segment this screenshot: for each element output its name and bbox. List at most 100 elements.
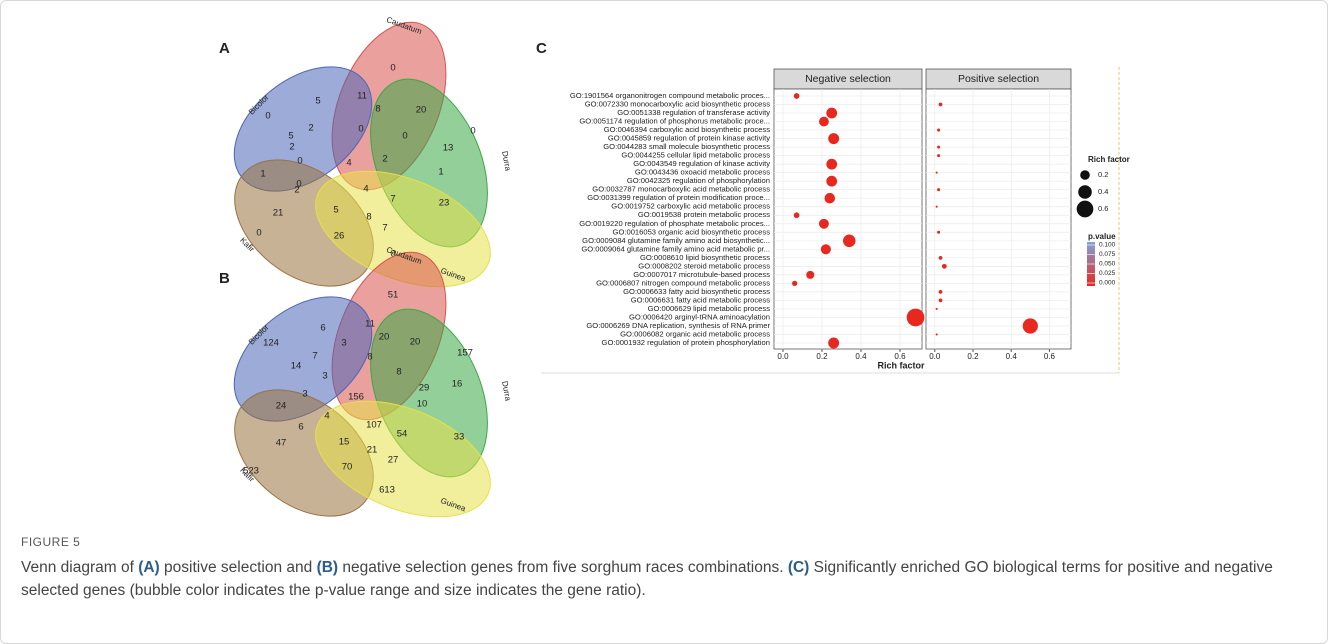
region-count: 70	[342, 462, 353, 473]
region-count: 20	[379, 332, 390, 343]
x-axis-label: Rich factor	[877, 360, 925, 370]
y-tick-label: GO:0009084 glutamine family amino acid b…	[582, 236, 770, 245]
set-label: Durra	[500, 380, 512, 402]
bubble	[935, 171, 938, 174]
region-count: 21	[367, 445, 378, 456]
caption-ref: (B)	[316, 559, 339, 576]
y-tick-label: GO:0051338 regulation of transferase act…	[617, 108, 770, 117]
region-count: 157	[457, 348, 473, 359]
region-count: 8	[396, 367, 401, 378]
region-count: 4	[324, 411, 329, 422]
region-count: 24	[276, 401, 287, 412]
x-tick-label: 0.0	[777, 352, 789, 361]
strip-label: Positive selection	[958, 73, 1039, 85]
legend-label: 0.100	[1099, 242, 1116, 249]
set-label: Durra	[500, 150, 512, 172]
region-count: 10	[417, 399, 428, 410]
legend-label: 0.025	[1099, 270, 1116, 277]
region-count: 5	[315, 96, 320, 107]
legend-bubble	[1078, 185, 1092, 199]
region-count: 5	[288, 131, 293, 142]
region-count: 0	[390, 63, 395, 74]
venn-set	[315, 400, 491, 518]
legend-label: 0.2	[1098, 170, 1108, 179]
caption: FIGURE 5 Venn diagram of (A) positive sel…	[21, 531, 1301, 602]
region-count: 3	[302, 389, 307, 400]
region-count: 523	[243, 466, 259, 477]
y-tick-label: GO:0016053 organic acid biosynthetic pro…	[613, 227, 771, 236]
region-count: 0	[256, 228, 261, 239]
region-count: 47	[276, 438, 287, 449]
region-count: 2	[294, 185, 299, 196]
y-tick-label: GO:0001932 regulation of protein phospho…	[602, 338, 770, 347]
region-count: 3	[341, 338, 346, 349]
region-count: 0	[265, 111, 270, 122]
y-tick-label: GO:0006631 fatty acid metabolic process	[631, 295, 770, 304]
y-tick-label: GO:0032787 monocarboxylic acid metabolic…	[592, 185, 770, 194]
bubble	[937, 154, 941, 158]
region-count: 0	[402, 131, 407, 142]
bubble	[828, 133, 840, 145]
region-count: 0	[390, 249, 395, 260]
region-count: 0	[296, 179, 301, 190]
bubble	[1022, 318, 1038, 334]
region-count: 8	[375, 104, 380, 115]
legend-bubble	[1080, 170, 1090, 180]
y-tick-label: GO:0006082 organic acid metabolic proces…	[620, 329, 770, 338]
region-count: 8	[366, 212, 371, 223]
region-count: 54	[397, 429, 408, 440]
bubble	[806, 270, 815, 279]
y-tick-label: GO:0051174 regulation of phosphorus meta…	[579, 117, 770, 126]
strip-label: Negative selection	[805, 73, 891, 85]
plot-panel	[925, 88, 1072, 350]
region-count: 11	[365, 319, 375, 330]
y-tick-label: GO:0043549 regulation of kinase activity	[633, 159, 770, 168]
y-tick-label: GO:0006629 lipid metabolic process	[648, 304, 771, 313]
legend-title: p.value	[1088, 232, 1116, 241]
region-count: 27	[388, 455, 399, 466]
bubble	[826, 107, 838, 119]
legend-label: 0.6	[1098, 204, 1108, 213]
region-count: 7	[390, 194, 395, 205]
region-count: 156	[348, 392, 364, 403]
region-count: 613	[379, 485, 395, 496]
legend-label: 0.050	[1099, 261, 1116, 268]
legend-label: 0.075	[1099, 251, 1116, 258]
caption-ref: (C)	[787, 559, 810, 576]
x-tick-label: 0.4	[855, 352, 867, 361]
bubble	[792, 280, 798, 287]
y-tick-label: GO:0019752 carboxylic acid metabolic pro…	[611, 202, 770, 211]
bubble	[937, 188, 941, 192]
bubble	[793, 93, 800, 99]
region-count: 21	[273, 208, 284, 219]
bubble	[937, 145, 941, 149]
bubble	[818, 218, 829, 229]
bubble	[935, 205, 938, 208]
region-count: 6	[298, 422, 303, 433]
bubble	[938, 290, 943, 294]
bubble	[793, 212, 800, 219]
region-count: 11	[357, 91, 367, 102]
region-count: 2	[289, 142, 294, 153]
bubble	[941, 263, 947, 269]
x-tick-label: 0.6	[1044, 352, 1056, 361]
legend-label: 0.000	[1099, 280, 1116, 287]
region-count: 5	[333, 205, 338, 216]
bubble	[938, 255, 943, 260]
region-count: 4	[346, 158, 351, 169]
bubble	[937, 230, 941, 234]
caption-text: negative selection genes from five sorgh…	[338, 559, 788, 576]
x-tick-label: 0.4	[1006, 352, 1018, 361]
region-count: 14	[291, 361, 302, 372]
region-count: 15	[339, 437, 350, 448]
bubble	[826, 175, 838, 187]
region-count: 4	[363, 184, 368, 195]
bubble	[824, 192, 836, 204]
bubble	[820, 244, 831, 255]
region-count: 3	[322, 371, 327, 382]
y-tick-label: GO:0008202 steroid metabolic process	[638, 261, 770, 270]
bubble	[826, 158, 838, 170]
legend-title: Rich factor	[1088, 155, 1130, 164]
